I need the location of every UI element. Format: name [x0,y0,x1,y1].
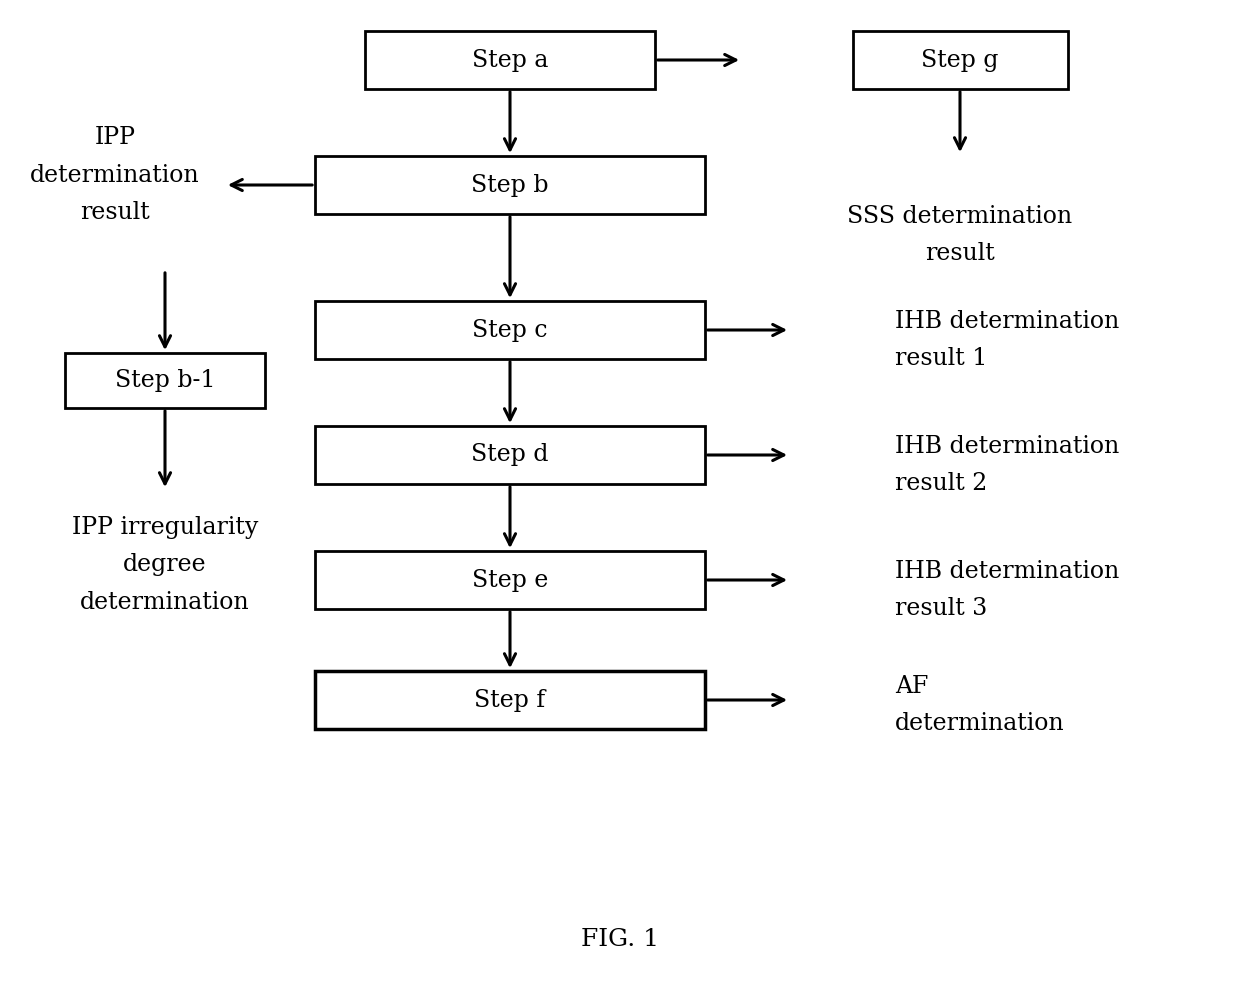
Bar [853,31,1068,89]
Text: IHB determination
result 3: IHB determination result 3 [895,560,1120,620]
Text: Step b: Step b [471,173,549,196]
Text: Step a: Step a [471,48,548,71]
Text: AF
determination: AF determination [895,674,1065,735]
Text: Step g: Step g [921,48,998,71]
Bar [365,31,655,89]
Text: SSS determination
result: SSS determination result [847,204,1073,266]
Text: FIG. 1: FIG. 1 [582,929,658,952]
Text: Step f: Step f [475,688,546,711]
Bar [64,353,265,408]
Text: IPP
determination
result: IPP determination result [30,126,200,223]
Text: Step c: Step c [472,319,548,342]
Bar [315,301,706,359]
Bar [315,156,706,214]
Text: Step e: Step e [471,568,548,591]
Text: IPP irregularity
degree
determination: IPP irregularity degree determination [72,516,258,614]
Text: Step d: Step d [471,444,549,467]
Text: Step b-1: Step b-1 [115,369,216,392]
Text: IHB determination
result 1: IHB determination result 1 [895,310,1120,370]
Bar [315,551,706,609]
Text: IHB determination
result 2: IHB determination result 2 [895,435,1120,495]
Bar [315,426,706,484]
Bar [315,671,706,729]
